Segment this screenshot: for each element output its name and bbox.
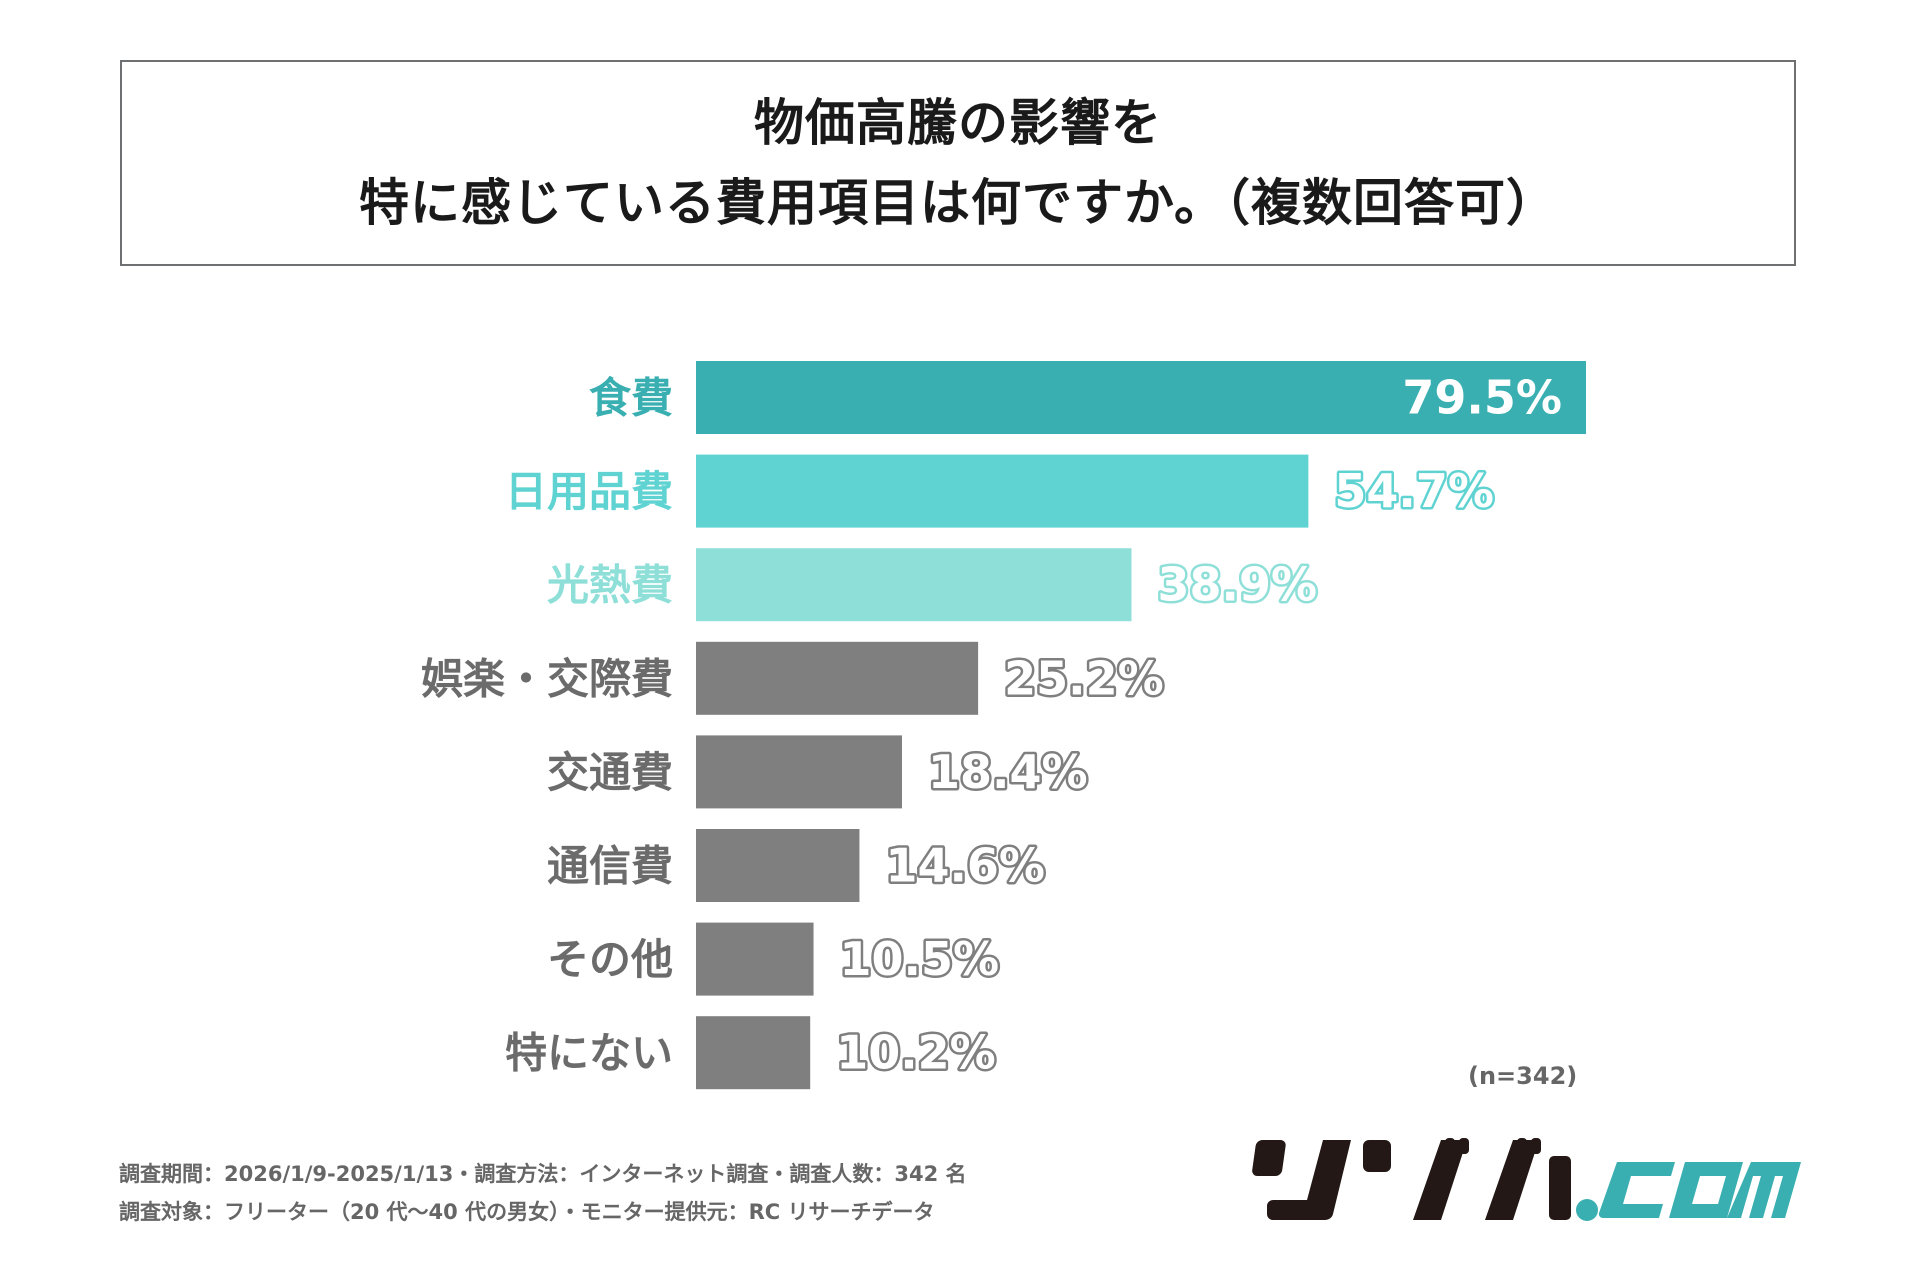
footer-survey-info: 調査期間：2026/1/9-2025/1/13・調査方法：インターネット調査・調…: [119, 1162, 967, 1186]
value-label: 79.5%: [1402, 371, 1562, 425]
category-label: 交通費: [547, 748, 673, 797]
category-label: 光熱費: [547, 561, 673, 610]
chart-title-line-2: 特に感じている費用項目は何ですか。（複数回答可）: [359, 174, 1557, 232]
chart-title-box: 物価高騰の影響を 特に感じている費用項目は何ですか。（複数回答可）: [120, 60, 1796, 266]
sample-size: (n=342): [1468, 1062, 1578, 1090]
bar-4: [696, 735, 902, 809]
category-label: 食費: [589, 374, 673, 423]
chart-title-line-1: 物価高騰の影響を: [754, 94, 1162, 152]
value-label: 18.4%: [928, 745, 1088, 799]
value-label: 14.6%: [885, 839, 1045, 893]
bar-7: [696, 1016, 811, 1090]
bar-3: [696, 641, 979, 715]
value-label: 38.9%: [1157, 558, 1317, 612]
bar-0: [696, 361, 1586, 434]
category-label: 娯楽・交際費: [421, 654, 673, 703]
category-label: 日用品費: [505, 467, 673, 516]
value-label: 25.2%: [1004, 651, 1164, 705]
category-label: 通信費: [547, 842, 673, 891]
value-label: 10.2%: [836, 1026, 996, 1080]
footer-survey-target: 調査対象：フリーター（20 代〜40 代の男女）・モニター提供元：RC リサーチ…: [119, 1200, 935, 1224]
bar-2: [696, 548, 1132, 622]
bar-1: [696, 454, 1309, 528]
category-label: 特にない: [505, 1029, 673, 1078]
resort-baito-logo: [1252, 1138, 1801, 1221]
value-label: 10.5%: [840, 932, 1000, 986]
value-label: 54.7%: [1334, 464, 1494, 518]
category-label: その他: [547, 935, 673, 984]
bar-6: [696, 922, 814, 996]
bar-5: [696, 829, 860, 902]
